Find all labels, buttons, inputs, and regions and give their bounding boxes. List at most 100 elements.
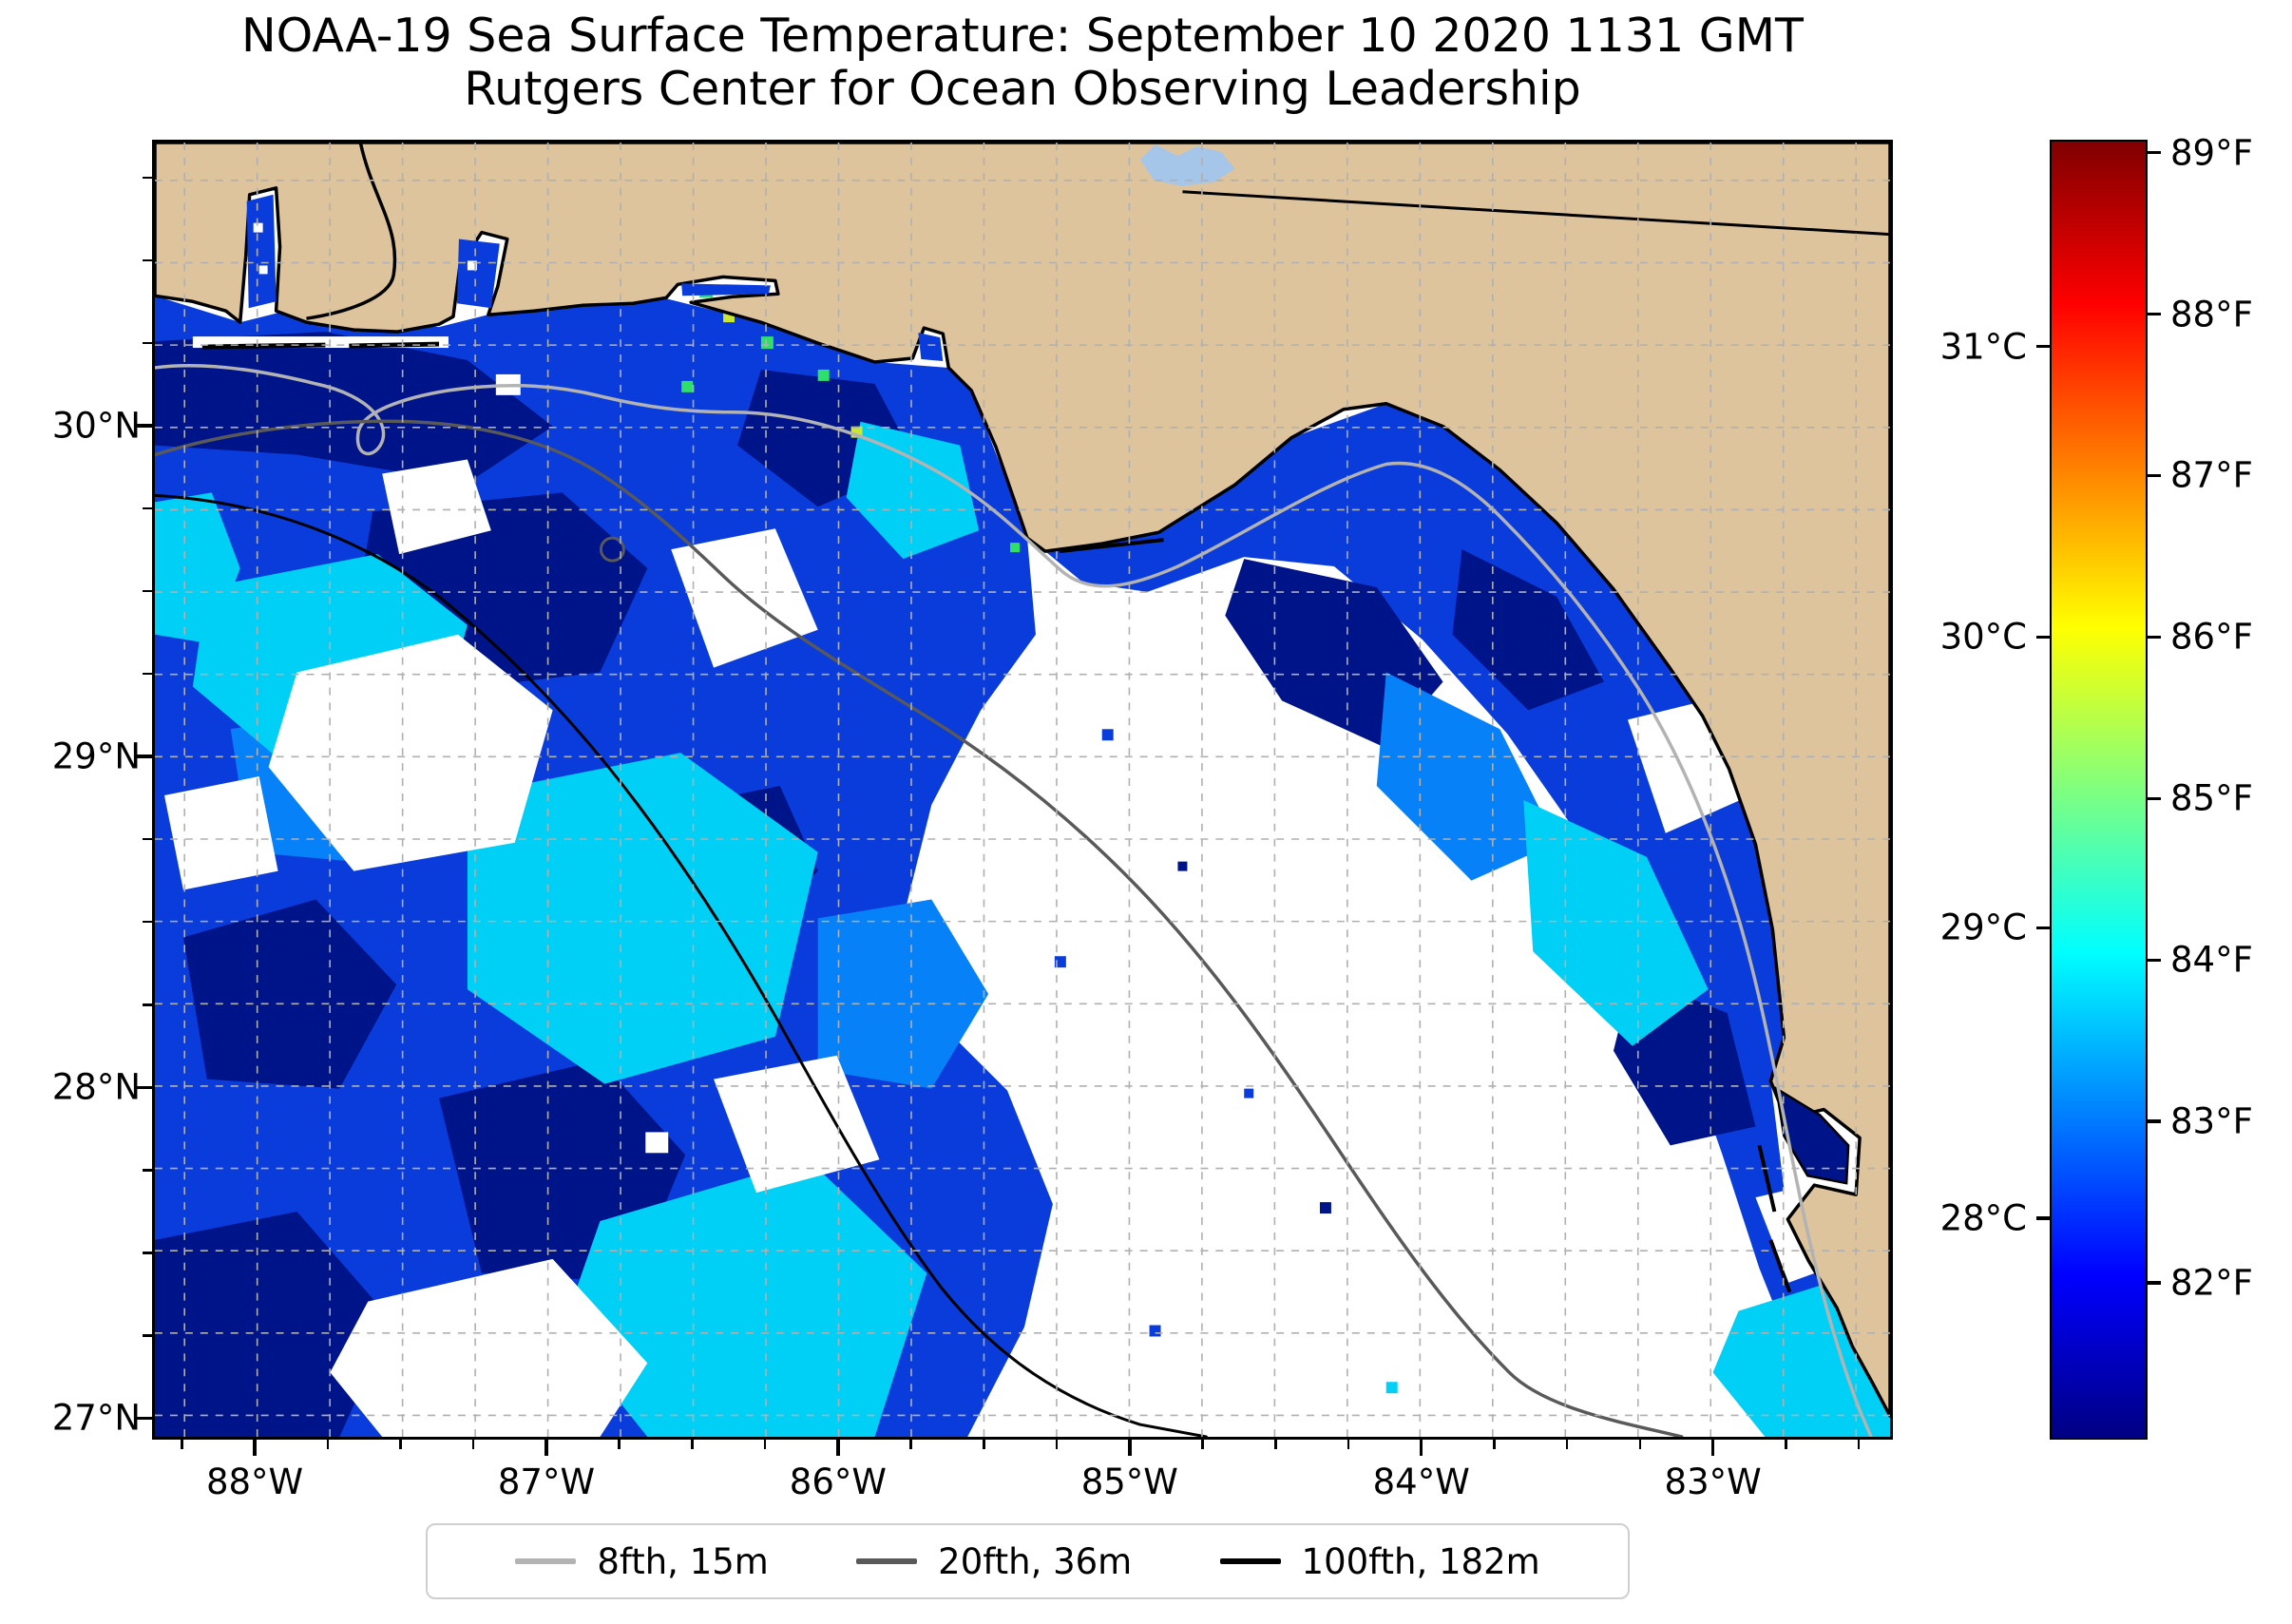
x-tick — [1055, 1440, 1059, 1449]
legend-item-20fth: 20fth, 36m — [856, 1541, 1132, 1582]
barrier-island-apalachicola — [1059, 538, 1164, 554]
colorbar-tick-f — [2148, 796, 2161, 801]
legend-item-100fth: 100fth, 182m — [1219, 1540, 1540, 1582]
colorbar-label-f: 87°F — [2170, 454, 2253, 496]
land — [155, 143, 1890, 1418]
x-tick — [253, 1440, 257, 1456]
y-tick — [143, 837, 152, 841]
choctawhatchee-bay-sst — [681, 283, 771, 296]
x-tick-label: 87°W — [497, 1462, 596, 1502]
contour-8fth — [155, 363, 1873, 1437]
cloud-mask — [163, 373, 1868, 1437]
bays-and-lake — [192, 143, 1890, 1293]
tampa-bay-sst — [1774, 1086, 1850, 1185]
title-line-2: Rutgers Center for Ocean Observing Leade… — [464, 62, 1581, 116]
x-tick — [1419, 1440, 1423, 1456]
legend-item-8fth: 8fth, 15m — [515, 1541, 769, 1582]
inland-boundary-line — [1182, 190, 1890, 237]
colorbar — [2050, 140, 2148, 1440]
colorbar-tick-f — [2148, 312, 2161, 316]
colorbar-tick-c — [2036, 1216, 2050, 1220]
colorbar-tick-c — [2036, 344, 2050, 349]
contour-20fth-ring — [599, 536, 625, 563]
y-tick — [136, 755, 152, 758]
legend-line-8fth — [515, 1558, 577, 1564]
sst-map — [155, 143, 1890, 1437]
x-tick-label: 83°W — [1664, 1462, 1762, 1502]
x-tick — [618, 1440, 621, 1449]
x-tick — [909, 1440, 912, 1449]
y-tick — [143, 506, 152, 510]
y-tick-label: 28°N — [51, 1066, 141, 1108]
legend-line-100fth — [1219, 1558, 1281, 1564]
isolated-sst-pixels — [988, 634, 1398, 1394]
colorbar-label-f: 86°F — [2170, 616, 2253, 658]
x-tick — [1565, 1440, 1569, 1449]
colorbar-label-c: 31°C — [1939, 326, 2027, 368]
x-tick — [181, 1440, 183, 1449]
x-tick — [691, 1440, 694, 1449]
x-tick-label: 88°W — [205, 1462, 304, 1502]
lake — [1139, 143, 1235, 186]
y-tick — [136, 1085, 152, 1090]
x-tick — [1638, 1440, 1642, 1449]
colorbar-tick-f — [2148, 635, 2161, 640]
y-tick — [143, 176, 152, 180]
x-tick — [1274, 1440, 1277, 1449]
contour-20fth — [155, 419, 1684, 1437]
x-tick — [1201, 1440, 1204, 1449]
y-tick — [136, 1416, 152, 1421]
colorbar-tick-c — [2036, 926, 2050, 930]
contour-100fth — [155, 493, 1208, 1437]
y-tick-label: 27°N — [51, 1397, 141, 1439]
y-tick — [143, 1003, 152, 1006]
colorbar-label-f: 84°F — [2170, 939, 2253, 981]
st-andrew-bay-sst — [918, 333, 944, 361]
x-tick — [471, 1440, 475, 1449]
colorbar-tick-f — [2148, 473, 2161, 478]
colorbar-label-f: 89°F — [2170, 132, 2253, 174]
y-tick — [143, 341, 152, 345]
bathymetry-contours — [155, 363, 1873, 1437]
y-tick-label: 29°N — [51, 736, 141, 777]
x-tick — [326, 1440, 329, 1449]
x-tick-label: 86°W — [789, 1462, 887, 1502]
y-tick — [143, 672, 152, 676]
legend-label-8fth: 8fth, 15m — [597, 1540, 769, 1582]
colorbar-label-f: 83°F — [2170, 1100, 2253, 1142]
y-tick — [143, 1251, 152, 1254]
colorbar-tick-c — [2036, 635, 2050, 640]
x-tick-label: 84°W — [1372, 1462, 1470, 1502]
x-tick — [1785, 1440, 1787, 1449]
x-tick-label: 85°W — [1080, 1462, 1178, 1502]
colorbar-label-f: 88°F — [2170, 294, 2253, 335]
mobile-bay-sst — [246, 194, 277, 309]
x-tick — [763, 1440, 767, 1449]
x-tick — [1128, 1440, 1132, 1456]
river-line — [306, 143, 397, 320]
legend-line-20fth — [856, 1558, 918, 1564]
colorbar-tick-f — [2148, 1119, 2161, 1123]
x-tick — [1347, 1440, 1350, 1449]
x-tick — [983, 1440, 985, 1449]
colorbar-label-c: 28°C — [1939, 1197, 2027, 1239]
colorbar-tick-f — [2148, 150, 2161, 155]
legend: 8fth, 15m 20fth, 36m 100fth, 182m — [426, 1523, 1630, 1599]
x-tick — [544, 1440, 548, 1456]
x-tick — [1710, 1440, 1715, 1456]
x-tick — [1493, 1440, 1496, 1449]
x-tick — [836, 1440, 840, 1456]
y-tick-label: 30°N — [51, 405, 141, 447]
figure-title: NOAA-19 Sea Surface Temperature: Septemb… — [152, 10, 1893, 116]
y-tick — [143, 258, 152, 262]
y-tick — [143, 589, 152, 593]
y-tick — [143, 920, 152, 924]
colorbar-label-f: 82°F — [2170, 1262, 2253, 1304]
barrier-islands — [201, 341, 440, 350]
y-tick — [143, 1169, 152, 1172]
legend-label-100fth: 100fth, 182m — [1301, 1540, 1540, 1582]
title-line-1: NOAA-19 Sea Surface Temperature: Septemb… — [241, 9, 1804, 63]
colorbar-tick-f — [2148, 958, 2161, 963]
colorbar-label-c: 29°C — [1939, 907, 2027, 948]
y-tick — [136, 424, 152, 428]
